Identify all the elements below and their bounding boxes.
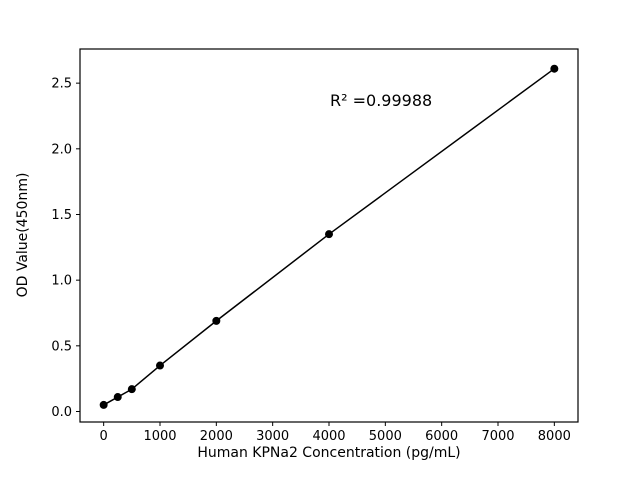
fit-line [103, 68, 555, 406]
y-axis-label: OD Value(450nm) [15, 173, 31, 298]
y-tick-label: 1.0 [51, 274, 72, 289]
x-tick-label: 6000 [425, 429, 458, 444]
x-tick-label: 5000 [369, 429, 402, 444]
x-tick-label: 1000 [143, 429, 176, 444]
x-tick-label: 2000 [200, 429, 233, 444]
plot-border [79, 48, 579, 423]
y-tick-label: 1.5 [51, 208, 72, 223]
x-tick-label: 0 [100, 429, 108, 444]
x-tick-label: 3000 [256, 429, 289, 444]
x-tick-label: 7000 [481, 429, 514, 444]
x-tick-label: 4000 [312, 429, 345, 444]
y-tick-label: 0.5 [51, 339, 72, 354]
y-tick-label: 2.5 [51, 77, 72, 92]
r-squared-annotation: R² =0.99988 [330, 91, 432, 110]
y-tick-label: 2.0 [51, 142, 72, 157]
y-tick-label: 0.0 [51, 405, 72, 420]
x-axis-label: Human KPNa2 Concentration (pg/mL) [197, 445, 460, 461]
x-tick-label: 8000 [538, 429, 571, 444]
